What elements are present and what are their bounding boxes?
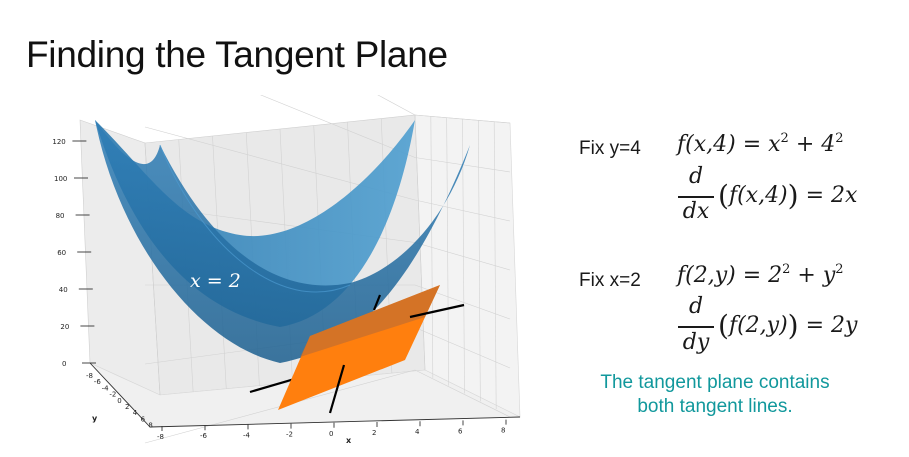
deriv-x-numerator: d (688, 164, 704, 189)
f-2y-exp-b: 2 (835, 262, 844, 277)
right-grid-line (414, 199, 511, 222)
deriv-x-result: = 2x (798, 183, 858, 208)
x-axis: -8 -6 -4 -2 0 2 4 6 8 (149, 416, 521, 441)
right-pane (414, 114, 521, 418)
deriv-y-result: = 2y (798, 313, 858, 338)
z-tick-label: 20 (60, 323, 69, 331)
deriv-x-fraction-bar (678, 196, 714, 198)
x-tick-label: -4 (243, 431, 251, 439)
x-axis-label: x (346, 436, 352, 445)
deriv-x-lparen: ( (718, 179, 729, 212)
deriv-y-lparen: ( (718, 309, 729, 342)
y-tick-label: -2 (109, 391, 116, 399)
z-grid-line (260, 95, 416, 158)
f-x4-lhs: f(x,4) = x (677, 132, 781, 157)
f-2y-equation: f(2,y) = 22 + y2 (677, 262, 844, 288)
f-2y-rhs: + y (790, 263, 836, 288)
tangent-line-y-right (409, 303, 465, 319)
tangent-note: The tangent plane contains both tangent … (555, 371, 875, 419)
right-grid-line (430, 116, 434, 378)
surface-ridge (159, 144, 351, 293)
y-tick-label: 4 (133, 409, 138, 417)
deriv-y-numerator: d (688, 294, 704, 319)
f-x4-rhs: + 4 (788, 132, 836, 157)
f-x4-exp-b: 2 (835, 131, 844, 146)
deriv-y-body: f(2,y) (728, 313, 788, 338)
tangent-note-line-1: The tangent plane contains (600, 372, 830, 393)
f-2y-exp-a: 2 (782, 262, 791, 277)
x-tick-label: -6 (200, 432, 208, 440)
f-x4-exp-a: 2 (780, 131, 789, 146)
z-tick-label: 100 (54, 175, 67, 183)
tangent-line-x-upper (372, 294, 382, 311)
right-grid-line (414, 369, 511, 418)
deriv-y-expression: (f(2,y)) = 2y (718, 309, 857, 342)
x-tick-label: 8 (501, 427, 505, 435)
x-tick-label: 4 (415, 428, 420, 436)
deriv-x-rparen: ) (787, 179, 799, 212)
z-tick-label: 60 (57, 249, 66, 257)
z-tick-label: 120 (52, 138, 65, 146)
y-tick-label: -8 (86, 372, 93, 380)
fix-x-label: Fix x=2 (579, 270, 641, 291)
z-grid-line (377, 95, 416, 116)
deriv-x-denominator: dx (682, 199, 710, 224)
z-tick-label: 80 (56, 212, 65, 220)
right-grid-line (414, 327, 511, 369)
right-grid-line (493, 121, 497, 410)
x-tick-label: -2 (286, 431, 293, 439)
y-axis-line (89, 362, 151, 428)
y-tick-label: 8 (148, 422, 152, 430)
surface-back (95, 120, 415, 327)
surface-label: x = 2 (190, 270, 241, 292)
tangent-plane-shade (300, 285, 440, 357)
deriv-x-expression: (f(x,4)) = 2x (718, 179, 857, 212)
z-tick-label: 0 (62, 360, 66, 368)
z-tick-label: 40 (59, 286, 68, 294)
right-grid-line (478, 120, 481, 402)
y-tick-label: 2 (125, 403, 129, 411)
tangent-note-line-2: both tangent lines. (637, 396, 793, 417)
y-axis-label: y (92, 414, 98, 423)
deriv-y-denominator: dy (682, 330, 710, 355)
y-tick-label: 0 (117, 397, 121, 405)
x-tick-label: 6 (458, 427, 463, 435)
x-tick-label: 2 (372, 429, 376, 437)
deriv-x-body: f(x,4) (728, 183, 788, 208)
z-axis: 0 20 40 60 80 100 120 (52, 138, 96, 368)
deriv-y-fraction-bar (678, 326, 714, 328)
fix-y-label: Fix y=4 (579, 138, 641, 159)
x-axis-line (149, 416, 521, 428)
tangent-line-x-lower (328, 364, 346, 414)
x-tick-label: -8 (157, 433, 164, 441)
right-grid-line (446, 117, 449, 386)
x-tick-label: 0 (329, 430, 333, 438)
slide-title: Finding the Tangent Plane (26, 34, 448, 75)
right-grid-line (414, 242, 511, 271)
y-tick-label: -4 (102, 384, 110, 392)
y-tick-label: -6 (94, 378, 102, 386)
deriv-y-rparen: ) (787, 309, 799, 342)
f-x4-equation: f(x,4) = x2 + 42 (677, 131, 844, 157)
f-2y-lhs: f(2,y) = 2 (677, 263, 783, 288)
